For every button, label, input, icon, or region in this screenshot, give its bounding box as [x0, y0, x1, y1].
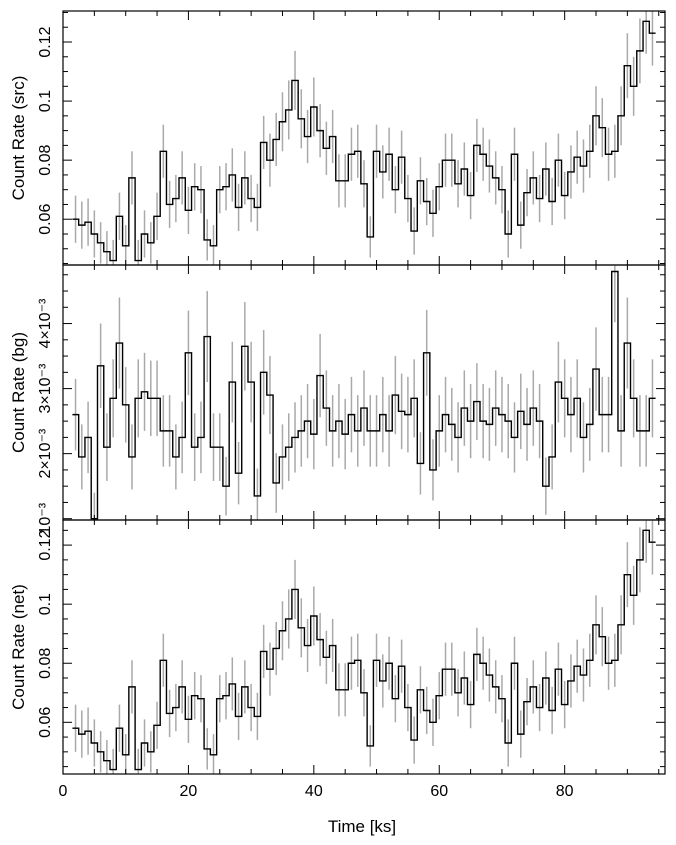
panel-src: 0.06 0.08 0.1 0.12 Count Rate (src): [9, 10, 666, 266]
x-tick-label: 60: [430, 783, 448, 800]
y-tick-label: 0.12: [37, 529, 54, 560]
x-tick-label: 80: [556, 783, 574, 800]
y-tick-label: 10⁻³: [37, 502, 54, 534]
rate-series-bg: [72, 270, 656, 520]
y-tick-label: 0.1: [37, 593, 54, 615]
error-bars-src: [74, 11, 654, 265]
y-axis-title-net: Count Rate (net): [9, 584, 28, 710]
panel-net: 0 20 40 60 80 0.06 0.08 0.1 0.12 Count Rate (net): [9, 519, 666, 800]
error-bars-net: [74, 520, 654, 774]
error-bars-bg: [74, 265, 654, 520]
y-tick-label: 3×10⁻³: [37, 363, 54, 413]
panel-frame-net: [62, 519, 666, 775]
y-tick-label: 0.1: [37, 90, 54, 112]
y-axis-title-bg: Count Rate (bg): [9, 332, 28, 453]
y-tick-label: 0.08: [37, 144, 54, 175]
rate-series-src: [72, 20, 656, 262]
x-tick-label: 0: [59, 783, 68, 800]
panel-bg: 10⁻³ 2×10⁻³ 3×10⁻³ 4×10⁻³ Count Rate (bg): [9, 264, 666, 534]
x-axis-title: Time [ks]: [328, 817, 396, 836]
y-tick-label: 0.08: [37, 648, 54, 679]
y-tick-label: 0.12: [37, 26, 54, 57]
y-tick-label: 2×10⁻³: [37, 428, 54, 478]
rate-series-net: [72, 529, 656, 771]
x-tick-label: 20: [180, 783, 198, 800]
y-tick-label: 4×10⁻³: [37, 298, 54, 348]
y-tick-label: 0.06: [37, 707, 54, 738]
y-tick-label: 0.06: [37, 204, 54, 235]
x-tick-label: 40: [305, 783, 323, 800]
panels-group: 0.06 0.08 0.1 0.12 Count Rate (src) 10⁻³ 2×10⁻…: [9, 10, 666, 800]
y-axis-title-src: Count Rate (src): [9, 76, 28, 201]
